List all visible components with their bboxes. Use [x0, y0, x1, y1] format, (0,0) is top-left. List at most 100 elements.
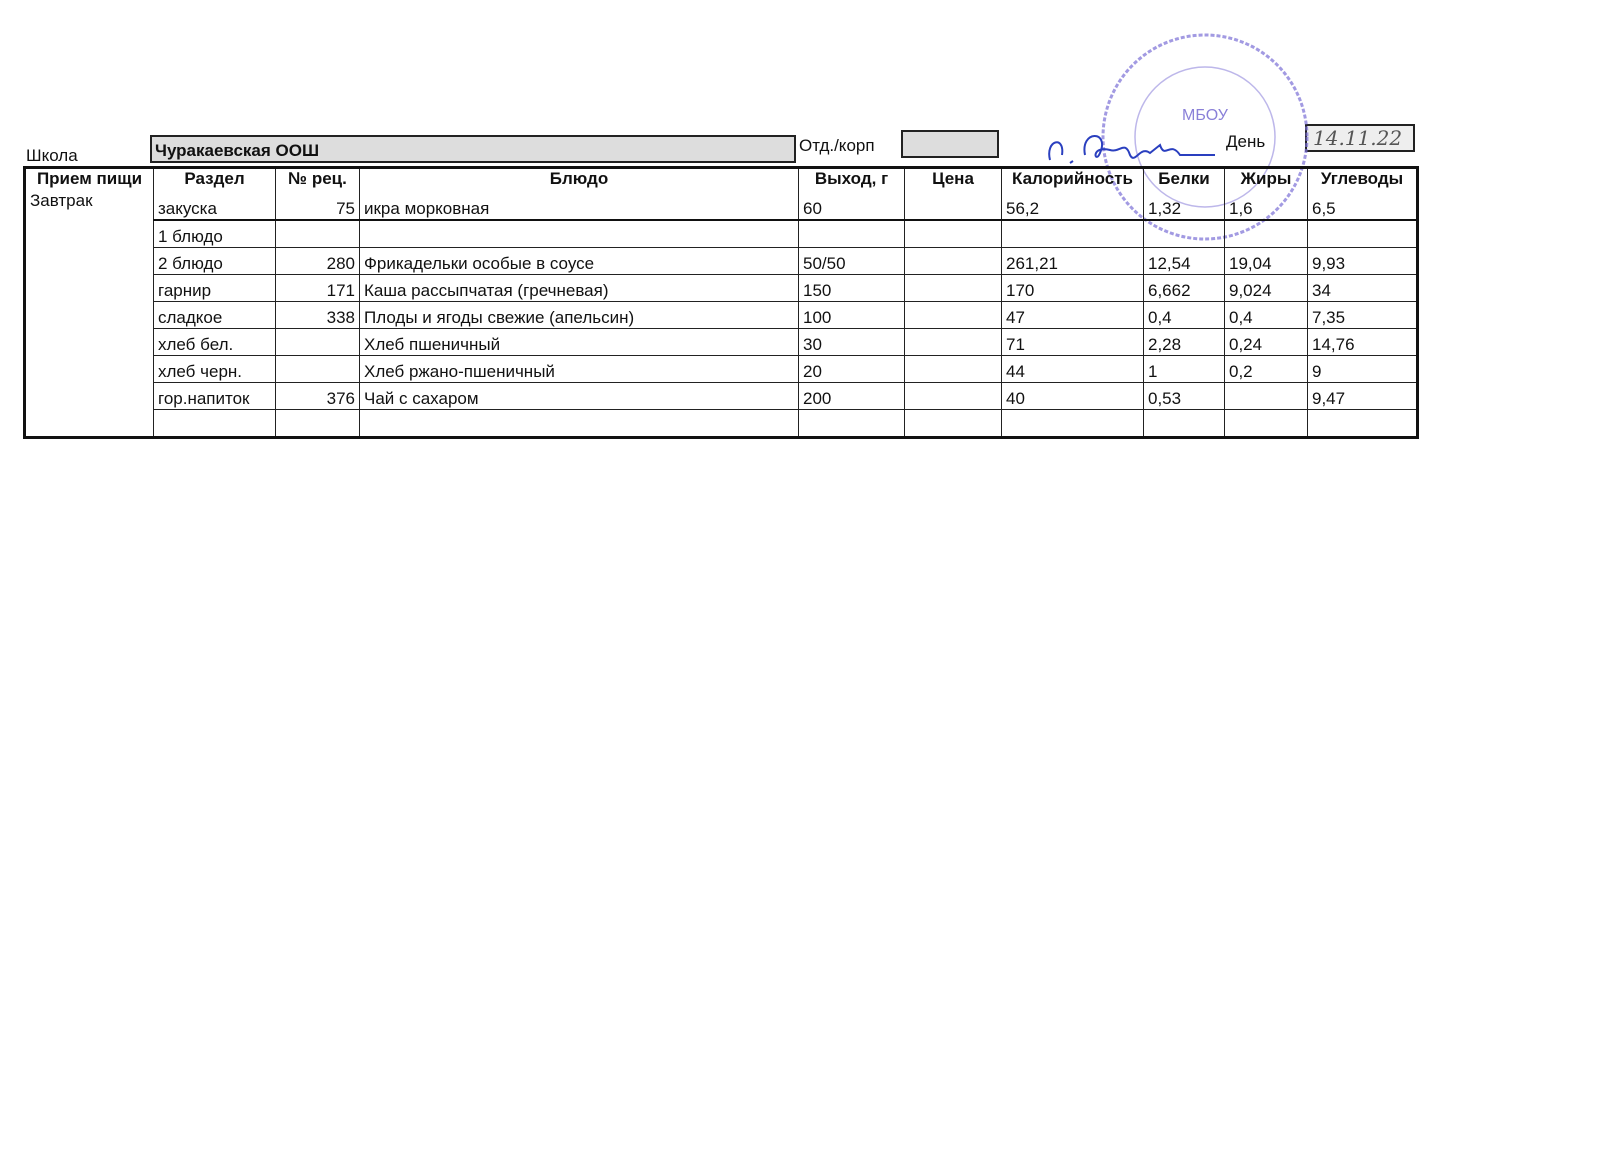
cell-yield: 150	[798, 274, 905, 302]
cell-recipe	[275, 328, 360, 356]
cell-dish: Плоды и ягоды свежие (апельсин)	[359, 301, 799, 329]
cell-protein: 2,28	[1143, 328, 1225, 356]
cell-fat: 0,2	[1224, 355, 1308, 383]
cell-yield: 60	[798, 191, 905, 221]
cell-recipe: 338	[275, 301, 360, 329]
school-label: Школа	[26, 146, 78, 165]
cell-protein	[1143, 409, 1225, 438]
table-row: хлеб бел. Хлеб пшеничный 30 71 2,28 0,24 14,76	[25, 328, 1418, 356]
col-header: Раздел	[153, 167, 276, 191]
col-header: Блюдо	[359, 167, 799, 191]
cell-price	[904, 301, 1002, 329]
cell-yield: 50/50	[798, 247, 905, 275]
cell-fat	[1224, 219, 1308, 248]
stamp-text: МБОУ	[1182, 107, 1229, 124]
signature	[1048, 135, 1215, 164]
cell-yield: 20	[798, 355, 905, 383]
table-row: 2 блюдо 280 Фрикадельки особые в соусе 50/5…	[25, 247, 1418, 275]
col-header: Прием пищи	[24, 167, 154, 191]
cell-section: гарнир	[153, 274, 276, 302]
cell-price	[904, 328, 1002, 356]
table-row: 1 блюдо	[25, 219, 1418, 248]
cell-yield: 30	[798, 328, 905, 356]
cell-protein	[1143, 219, 1225, 248]
cell-fat: 9,024	[1224, 274, 1308, 302]
cell-recipe: 75	[275, 191, 360, 221]
table-row: гор.напиток 376 Чай с сахаром 200 40 0,53 9,47	[25, 382, 1418, 410]
cell-dish: икра морковная	[359, 191, 799, 221]
cell-kcal: 261,21	[1001, 247, 1144, 275]
cell-section: хлеб бел.	[153, 328, 276, 356]
cell-dish: Хлеб ржано-пшеничный	[359, 355, 799, 383]
header-row: Прием пищи Раздел № рец. Блюдо Выход, г …	[24, 167, 1418, 191]
day-field: 14.11.22	[1305, 124, 1415, 152]
cell-section: гор.напиток	[153, 382, 276, 410]
cell-fat	[1224, 382, 1308, 410]
cell-dish: Каша рассыпчатая (гречневая)	[359, 274, 799, 302]
col-header: Белки	[1143, 167, 1225, 191]
table-row	[25, 409, 1418, 438]
menu-table: Прием пищи Раздел № рец. Блюдо Выход, г …	[23, 166, 1419, 439]
cell-section: хлеб черн.	[153, 355, 276, 383]
cell-protein: 0,4	[1143, 301, 1225, 329]
dept-label: Отд./корп	[799, 136, 875, 155]
cell-kcal: 170	[1001, 274, 1144, 302]
cell-recipe	[275, 409, 360, 438]
cell-recipe: 171	[275, 274, 360, 302]
cell-section: закуска	[153, 191, 276, 221]
cell-yield: 200	[798, 382, 905, 410]
cell-carbs: 6,5	[1307, 191, 1418, 221]
cell-fat: 0,4	[1224, 301, 1308, 329]
cell-recipe: 280	[275, 247, 360, 275]
cell-protein: 6,662	[1143, 274, 1225, 302]
cell-carbs: 14,76	[1307, 328, 1418, 356]
day-label: День	[1226, 132, 1266, 151]
cell-recipe	[275, 219, 360, 248]
cell-kcal: 40	[1001, 382, 1144, 410]
cell-price	[904, 355, 1002, 383]
cell-section: сладкое	[153, 301, 276, 329]
cell-dish	[359, 409, 799, 438]
cell-kcal: 47	[1001, 301, 1144, 329]
cell-price	[904, 382, 1002, 410]
col-header: Выход, г	[798, 167, 905, 191]
cell-kcal	[1001, 409, 1144, 438]
cell-yield	[798, 219, 905, 248]
table-row: Завтрак закуска 75 икра морковная 60 56,2 1,32…	[24, 191, 1418, 439]
cell-price	[904, 219, 1002, 248]
cell-kcal: 56,2	[1001, 191, 1144, 221]
cell-fat: 19,04	[1224, 247, 1308, 275]
cell-protein: 1	[1143, 355, 1225, 383]
cell-yield	[798, 409, 905, 438]
cell-carbs: 9,93	[1307, 247, 1418, 275]
school-field: Чуракаевская ООШ	[150, 135, 796, 163]
cell-price	[904, 409, 1002, 438]
col-header: Жиры	[1224, 167, 1308, 191]
cell-protein: 12,54	[1143, 247, 1225, 275]
cell-carbs: 9,47	[1307, 382, 1418, 410]
cell-price	[904, 247, 1002, 275]
cell-price	[904, 274, 1002, 302]
cell-dish	[359, 219, 799, 248]
col-header: № рец.	[275, 167, 360, 191]
cell-kcal: 71	[1001, 328, 1144, 356]
cell-fat: 1,6	[1224, 191, 1308, 221]
cell-price	[904, 191, 1002, 221]
cell-dish: Фрикадельки особые в соусе	[359, 247, 799, 275]
cell-carbs: 7,35	[1307, 301, 1418, 329]
cell-carbs: 34	[1307, 274, 1418, 302]
table-row: хлеб черн. Хлеб ржано-пшеничный 20 44 1 0,2 9	[25, 355, 1418, 383]
cell-kcal: 44	[1001, 355, 1144, 383]
cell-carbs	[1307, 219, 1418, 248]
cell-dish: Чай с сахаром	[359, 382, 799, 410]
cell-dish: Хлеб пшеничный	[359, 328, 799, 356]
meal-cell: Завтрак	[24, 191, 154, 439]
cell-section	[153, 409, 276, 438]
dept-field	[901, 130, 999, 158]
cell-carbs	[1307, 409, 1418, 438]
cell-fat	[1224, 409, 1308, 438]
cell-carbs: 9	[1307, 355, 1418, 383]
cell-recipe: 376	[275, 382, 360, 410]
col-header: Цена	[904, 167, 1002, 191]
cell-section: 2 блюдо	[153, 247, 276, 275]
